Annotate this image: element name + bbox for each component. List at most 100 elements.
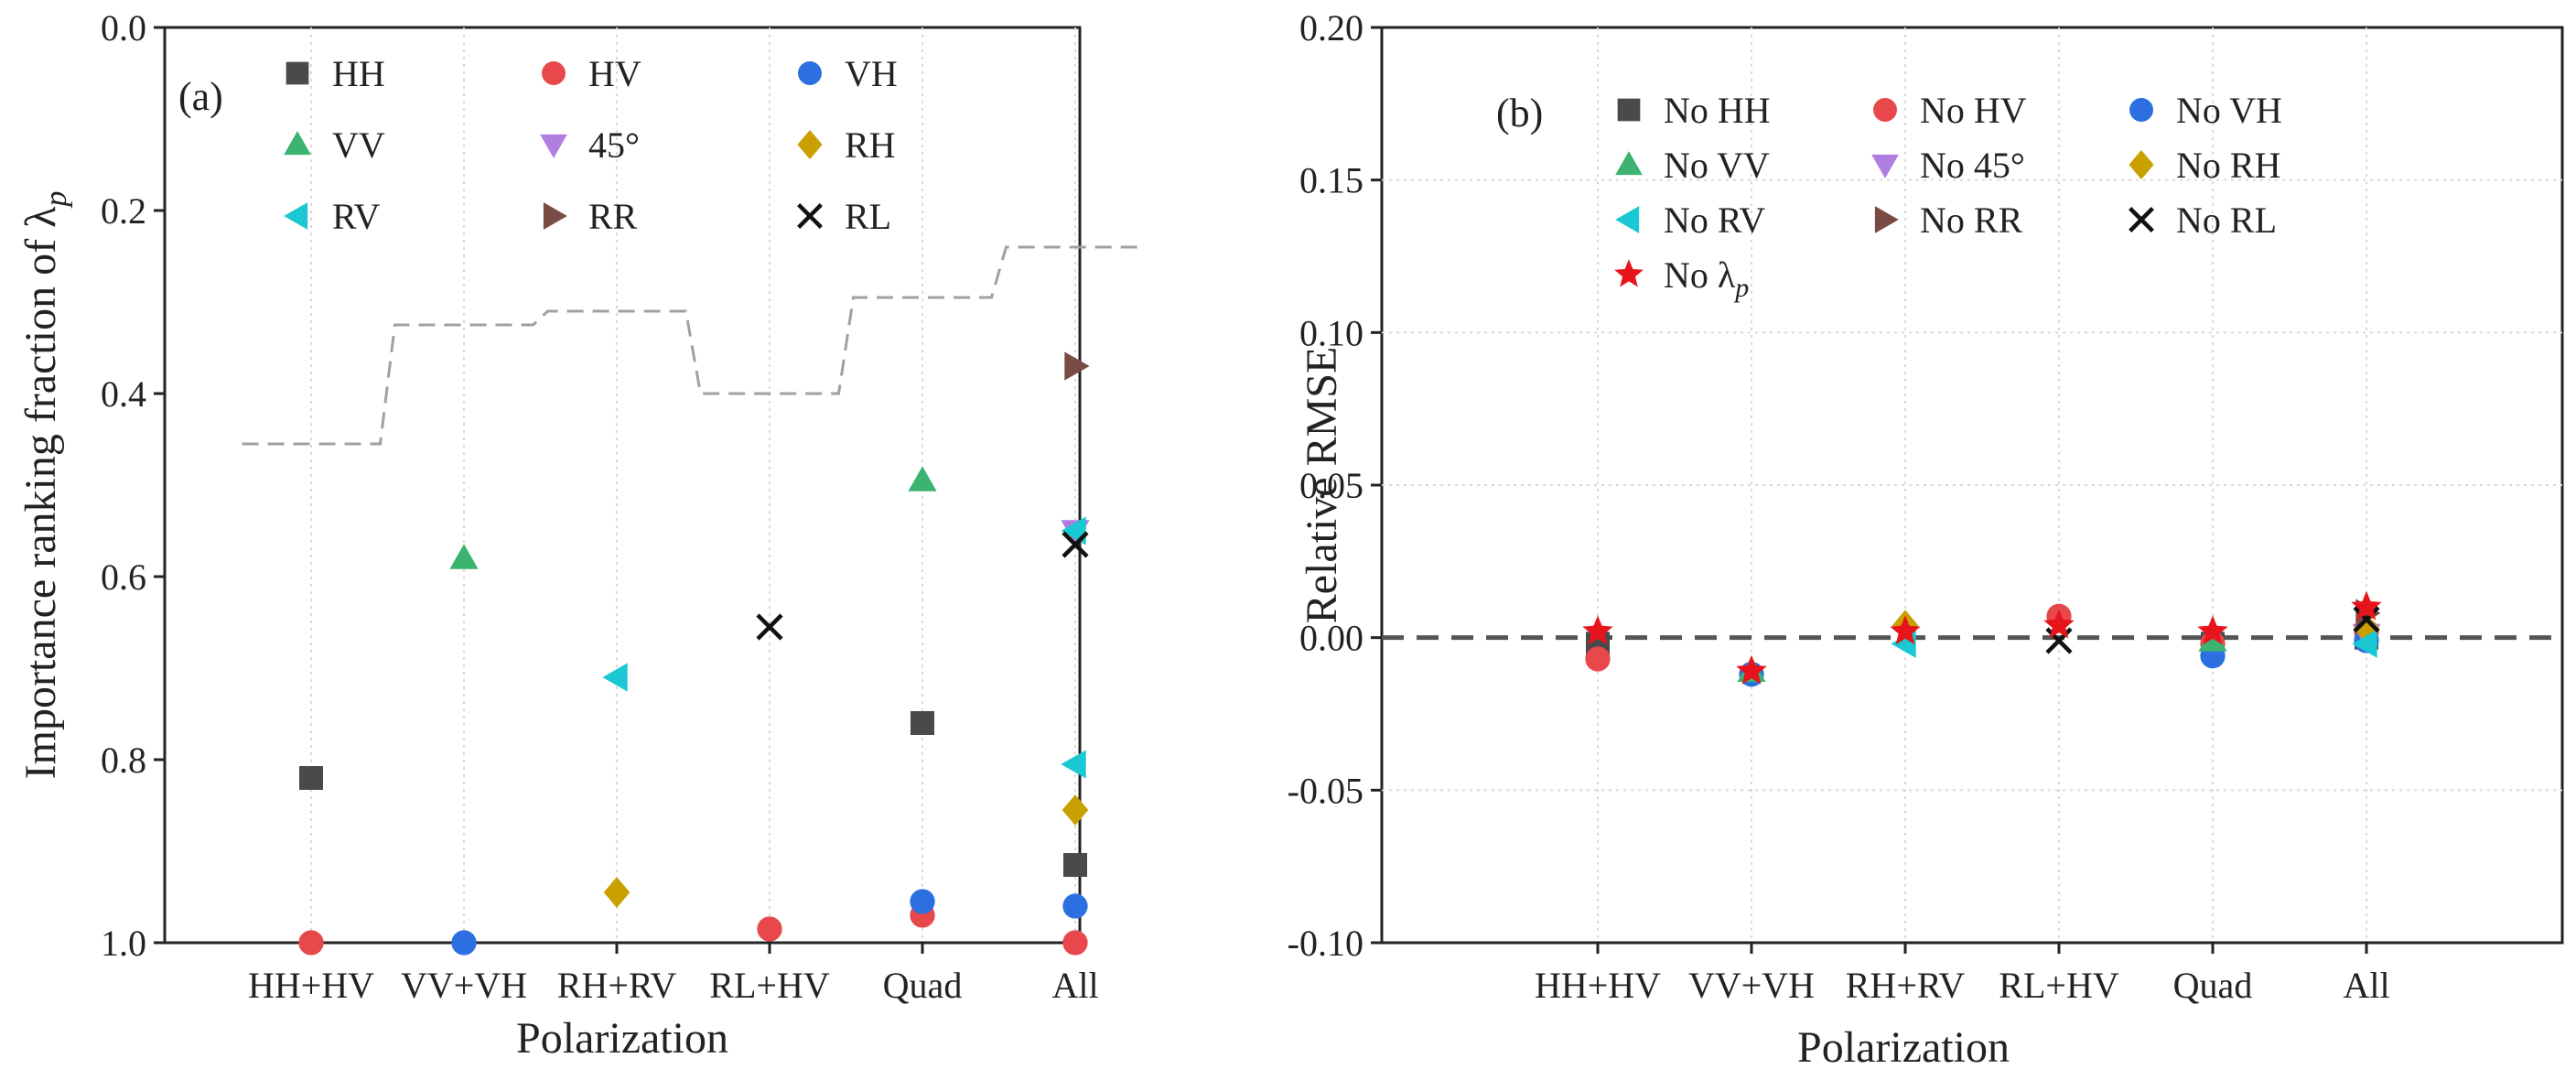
x-tick-label: HH+HV	[248, 965, 374, 1006]
panel-a: 0.0 0.2 0.4 0.6 0.8 1.0 HH+HV VV+VH RH+RV RL+HV Q…	[16, 7, 1145, 1063]
x-tick-label: Quad	[883, 965, 963, 1006]
point-rh-all	[1062, 794, 1089, 826]
panel-a-x-axis: HH+HV VV+VH RH+RV RL+HV Quad All	[248, 943, 1099, 1006]
point-hh-all	[1063, 853, 1087, 877]
point-hv-rl-hv	[757, 916, 782, 942]
y-tick-label: 0.00	[1299, 618, 1363, 659]
legend-marker-no-hh	[1617, 98, 1641, 122]
panel-a-y-axis-title-main: Importance ranking fraction of λ	[16, 206, 65, 779]
legend-marker-no-rr	[1874, 206, 1899, 233]
legend-marker-hv	[542, 61, 566, 85]
legend-label-45deg: 45°	[588, 124, 640, 166]
x-tick-label: RL+HV	[1999, 965, 2119, 1006]
panel-b: 0.20 0.15 0.10 0.05 0.00 -0.05 -0.10 HH+HV VV+V…	[1288, 7, 2564, 1072]
point-no-vv-quad	[2198, 626, 2227, 652]
legend-marker-rl	[797, 203, 823, 229]
legend-marker-rr	[543, 202, 567, 230]
legend-marker-no-p	[1614, 259, 1644, 287]
x-tick-label: All	[1051, 965, 1098, 1006]
panel-b-y-axis: 0.20 0.15 0.10 0.05 0.00 -0.05 -0.10	[1288, 7, 1382, 964]
panel-b-grid	[1382, 27, 2562, 943]
legend-marker-hh	[286, 61, 309, 85]
panel-a-legend: HH HV VH VV 45° RH RV RR RL	[284, 53, 898, 237]
point-no-rl-all	[2353, 606, 2380, 633]
x-tick-label: RH+RV	[1846, 965, 1966, 1006]
legend-marker-no-rh	[2129, 149, 2154, 180]
panel-a-label: (a)	[178, 74, 223, 119]
panel-a-grid	[310, 27, 1076, 943]
legend-label-rl: RL	[845, 196, 891, 237]
x-tick-label: HH+HV	[1535, 965, 1661, 1006]
legend-label-no-rr: No RR	[1920, 200, 2023, 241]
point-no-p-quad	[2197, 615, 2228, 645]
point-hh-hh-hv	[299, 766, 323, 790]
y-tick-label: 0.0	[101, 7, 146, 49]
panel-a-y-axis-title-subscript: p	[39, 191, 73, 209]
point-rv-all	[1061, 750, 1086, 779]
legend-label-no-vv: No VV	[1664, 145, 1770, 186]
legend-marker-no-hv	[1873, 98, 1897, 122]
y-tick-label: -0.05	[1288, 770, 1363, 811]
legend-marker-vv	[284, 131, 311, 156]
y-tick-label: 0.8	[101, 740, 146, 781]
point-hv-hh-hv	[298, 930, 324, 956]
point-no-p-rh-rv	[1890, 615, 1921, 645]
x-tick-label: Quad	[2173, 965, 2253, 1006]
legend-label-no-hv: No HV	[1920, 90, 2027, 131]
legend-marker-45deg	[540, 134, 567, 158]
y-tick-label: 0.10	[1299, 312, 1363, 353]
threshold-step-line	[242, 245, 1145, 446]
point-rr-all	[1064, 351, 1090, 381]
legend-label-rr: RR	[588, 196, 638, 237]
panel-a-y-axis-title: Importance ranking fraction of λp	[16, 191, 73, 780]
panel-a-y-axis: 0.0 0.2 0.4 0.6 0.8 1.0	[101, 7, 165, 964]
x-tick-label: RH+RV	[557, 965, 677, 1006]
point-no-p-rl-hv	[2043, 609, 2075, 639]
legend-marker-no-rl	[2129, 207, 2154, 232]
x-tick-label: All	[2343, 965, 2389, 1006]
legend-label-hv: HV	[588, 53, 641, 94]
y-tick-label: 0.6	[101, 556, 146, 598]
panel-a-threshold-line	[242, 245, 1145, 446]
legend-label-no-vh: No VH	[2176, 90, 2282, 131]
legend-label-no-hh: No HH	[1664, 90, 1771, 131]
legend-marker-no-vh	[2129, 98, 2153, 122]
point-vh-vv-vh	[451, 930, 477, 956]
point-hh-quad	[911, 711, 934, 735]
legend-label-rh: RH	[845, 124, 896, 166]
legend-label-no-45deg: No 45°	[1920, 145, 2025, 186]
panel-b-points	[1582, 590, 2382, 687]
point-rl-rl-hv	[756, 613, 783, 641]
point-no-p-all	[2351, 590, 2382, 621]
y-tick-label: 0.20	[1299, 7, 1363, 49]
legend-marker-vh	[798, 61, 822, 85]
legend-marker-no-rv	[1615, 206, 1640, 233]
x-tick-label: VV+VH	[401, 965, 527, 1006]
legend-label-subscript: p	[1733, 273, 1749, 303]
legend-label-no-rv: No RV	[1664, 200, 1765, 241]
panel-a-frame	[163, 26, 1082, 945]
point-no-hv-hh-hv	[1585, 646, 1611, 672]
y-tick-label: 0.2	[101, 190, 146, 232]
legend-label-hh: HH	[332, 53, 385, 94]
y-tick-label: 1.0	[101, 923, 146, 964]
panel-b-y-axis-title: Relative RMSE	[1298, 347, 1346, 624]
legend-label-rv: RV	[332, 196, 380, 237]
point-vv-quad	[908, 466, 937, 491]
panel-a-points	[298, 351, 1090, 956]
point-vv-vv-vh	[449, 544, 479, 569]
point-no-p-vv-vh	[1736, 654, 1767, 685]
legend-marker-no-45deg	[1871, 154, 1899, 178]
legend-label-no-rl: No RL	[2176, 200, 2277, 241]
legend-marker-rv	[284, 202, 308, 230]
point-no-rv-all	[2352, 629, 2377, 658]
point-hv-all	[1062, 930, 1088, 956]
legend-marker-rh	[797, 129, 823, 160]
legend-label-no-p: No λp	[1664, 254, 1749, 303]
legend-label-vh: VH	[845, 53, 898, 94]
point-vh-quad	[910, 889, 935, 914]
point-rl-all	[1062, 531, 1089, 558]
panel-b-x-axis: HH+HV VV+VH RH+RV RL+HV Quad All	[1535, 943, 2390, 1006]
panel-b-legend: No HH No HV No VH No VV No 45° No RH No RV No R…	[1614, 90, 2282, 303]
